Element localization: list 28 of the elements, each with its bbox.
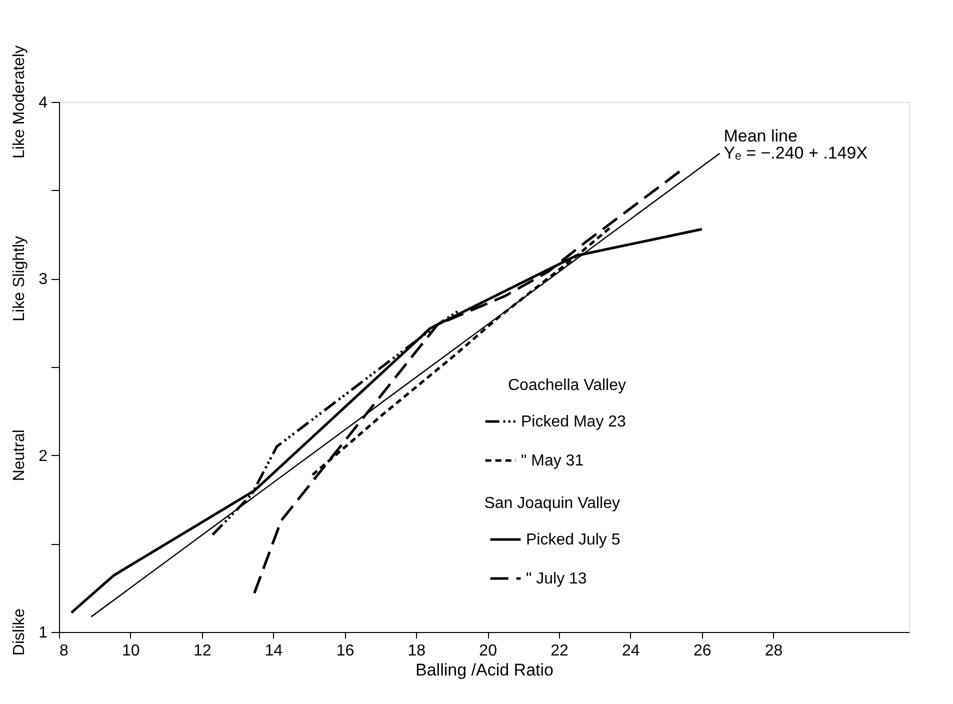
x-tick-label: 24 bbox=[622, 642, 640, 660]
annotation: Yₑ = −.240 + .149X bbox=[724, 143, 868, 162]
text: Neutral bbox=[11, 430, 28, 482]
legend-label: " May 31 bbox=[521, 452, 584, 470]
x-tick-label: 20 bbox=[479, 642, 498, 660]
x-tick-label: 16 bbox=[336, 642, 354, 660]
x-tick-label: 10 bbox=[122, 642, 140, 660]
y-tick-label: 2 bbox=[38, 448, 48, 465]
text: Dislike bbox=[11, 608, 28, 656]
y-tick-label: 4 bbox=[38, 94, 48, 112]
text: San Joaquin Valley bbox=[484, 495, 620, 512]
text: Like Moderately bbox=[11, 46, 28, 158]
x-axis-title: Balling /Acid Ratio bbox=[416, 660, 554, 680]
x-tick-label: 8 bbox=[60, 642, 68, 660]
text: Coachella Valley bbox=[508, 377, 626, 394]
y-tick-label: 3 bbox=[38, 271, 48, 288]
series-label: Mean line bbox=[724, 126, 798, 146]
x-tick-label: 14 bbox=[264, 642, 283, 660]
legend-label: Picked May 23 bbox=[521, 414, 626, 430]
legend-label: " July 13 bbox=[526, 570, 587, 588]
x-tick-label: 22 bbox=[550, 642, 568, 660]
x-tick-label: 18 bbox=[408, 642, 426, 660]
x-tick-label: 28 bbox=[764, 642, 783, 660]
x-tick-label: 12 bbox=[193, 642, 212, 660]
y-tick-label: 1 bbox=[38, 624, 48, 642]
legend-label: Picked July 5 bbox=[526, 532, 620, 548]
text: Like Slightly bbox=[11, 236, 28, 322]
x-tick-label: 26 bbox=[693, 642, 712, 660]
